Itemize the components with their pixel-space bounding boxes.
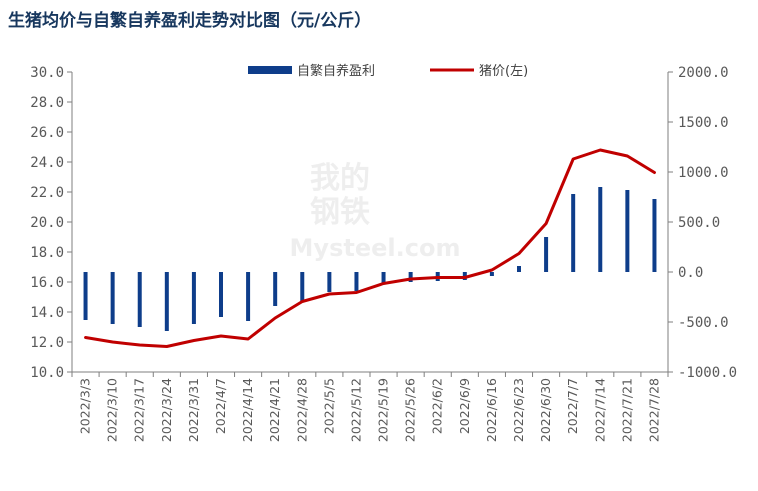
x-tick-label: 2022/5/12 <box>348 378 363 442</box>
hog-price-point <box>518 253 520 254</box>
x-tick-label: 2022/7/7 <box>565 378 580 434</box>
x-tick-label: 2022/6/9 <box>457 378 472 434</box>
y-left-tick-label: 20.0 <box>30 215 64 231</box>
hog-price-point <box>274 317 276 319</box>
x-tick-label: 2022/4/28 <box>294 378 309 442</box>
hog-price-point <box>85 337 87 338</box>
axes: 10.0 12.0 14.0 16.0 18.0 20.0 22.0 24.0 26.0 28.0… <box>30 65 737 442</box>
watermark-top: 我的 <box>310 161 370 196</box>
hog-price-point <box>626 155 628 157</box>
x-tick-label: 2022/7/21 <box>619 378 634 442</box>
profit-bar <box>191 272 196 324</box>
hog-price-point <box>653 172 655 173</box>
profit-bar <box>625 190 630 272</box>
watermark-bottom: Mysteel.com <box>290 234 461 262</box>
y-left-tick-label: 28.0 <box>30 95 64 111</box>
profit-bar <box>354 272 359 291</box>
profit-bar <box>571 194 576 272</box>
hog-price-point <box>491 269 493 271</box>
legend: 自繁自养盈利 猪价(左) <box>248 63 528 79</box>
y-left-tick-label: 12.0 <box>30 335 64 351</box>
x-tick-label: 2022/3/31 <box>186 378 201 442</box>
bar-series <box>83 187 657 331</box>
hog-price-point <box>166 346 168 347</box>
x-tick-label: 2022/3/10 <box>105 378 120 442</box>
y-right-tick-label: -500.0 <box>678 315 729 331</box>
y-left-tick-label: 18.0 <box>30 245 64 261</box>
legend-bar-swatch <box>248 66 292 74</box>
profit-bar <box>246 272 251 321</box>
profit-bar <box>517 266 521 272</box>
x-tick-label: 2022/6/30 <box>538 378 553 442</box>
hog-price-point <box>410 278 412 280</box>
y-left-tick-label: 30.0 <box>30 65 64 81</box>
profit-bar <box>219 272 223 317</box>
x-tick-label: 2022/3/24 <box>159 378 174 442</box>
hog-price-point <box>437 277 439 278</box>
y-left-tick-label: 16.0 <box>30 275 64 291</box>
profit-bar <box>110 272 115 324</box>
y-left-tick-label: 14.0 <box>30 305 64 321</box>
x-tick-label: 2022/5/19 <box>376 378 391 442</box>
x-tick-label: 2022/4/7 <box>213 378 228 434</box>
x-tick-label: 2022/5/26 <box>403 378 418 442</box>
hog-price-point <box>355 292 357 293</box>
hog-price-point <box>301 301 303 302</box>
legend-bar-label: 自繁自养盈利 <box>297 63 375 79</box>
hog-price-point <box>572 158 574 160</box>
profit-bar <box>408 272 413 282</box>
hog-price-point <box>383 283 385 284</box>
hog-price-point <box>464 277 466 278</box>
profit-bar <box>544 237 549 272</box>
profit-bar <box>137 272 142 327</box>
y-right-tick-label: 0.0 <box>678 265 703 281</box>
x-tick-label: 2022/6/2 <box>430 378 445 434</box>
y-left-tick-label: 10.0 <box>30 365 64 381</box>
hog-price-point <box>328 293 330 295</box>
profit-bar <box>273 272 278 306</box>
hog-price-point <box>112 341 114 343</box>
profit-bar <box>489 272 494 276</box>
x-tick-label: 2022/7/14 <box>592 378 607 442</box>
y-right-tick-label: 1000.0 <box>678 165 729 181</box>
profit-bar <box>598 187 603 272</box>
profit-bar <box>327 272 332 292</box>
hog-price-point <box>220 335 222 337</box>
x-tick-label: 2022/7/28 <box>646 378 661 442</box>
y-left-tick-label: 26.0 <box>30 125 64 141</box>
hog-price-point <box>139 344 141 346</box>
y-left-tick-label: 24.0 <box>30 155 64 171</box>
hog-price-point <box>247 338 249 340</box>
x-tick-label: 2022/4/14 <box>240 378 255 442</box>
legend-line-label: 猪价(左) <box>479 64 528 79</box>
y-right-tick-label: 500.0 <box>678 215 720 231</box>
x-tick-label: 2022/3/17 <box>132 378 147 442</box>
hog-price-point <box>599 149 601 151</box>
profit-bar <box>83 272 88 320</box>
x-tick-label: 2022/3/3 <box>78 378 93 434</box>
profit-bar <box>164 272 169 331</box>
watermark-middle: 钢铁 <box>310 195 370 230</box>
profit-bar <box>652 199 657 272</box>
line-series <box>84 148 656 348</box>
x-tick-label: 2022/6/23 <box>511 378 526 442</box>
watermark: 我的 钢铁 Mysteel.com <box>290 161 461 262</box>
x-tick-label: 2022/4/21 <box>267 378 282 442</box>
y-right-tick-label: 1500.0 <box>678 115 729 131</box>
y-left-tick-label: 22.0 <box>30 185 64 201</box>
x-tick-label: 2022/6/16 <box>484 378 499 442</box>
hog-price-point <box>193 340 195 341</box>
hog-price-point <box>545 223 547 224</box>
y-right-tick-label: 2000.0 <box>678 65 729 81</box>
y-right-tick-label: -1000.0 <box>678 365 737 381</box>
profit-bar <box>381 272 386 284</box>
hog-price-line <box>84 148 656 348</box>
profit-bar <box>300 272 305 301</box>
x-tick-label: 2022/5/5 <box>321 378 336 434</box>
chart-title: 生猪均价与自繁自养盈利走势对比图（元/公斤） <box>8 11 372 31</box>
